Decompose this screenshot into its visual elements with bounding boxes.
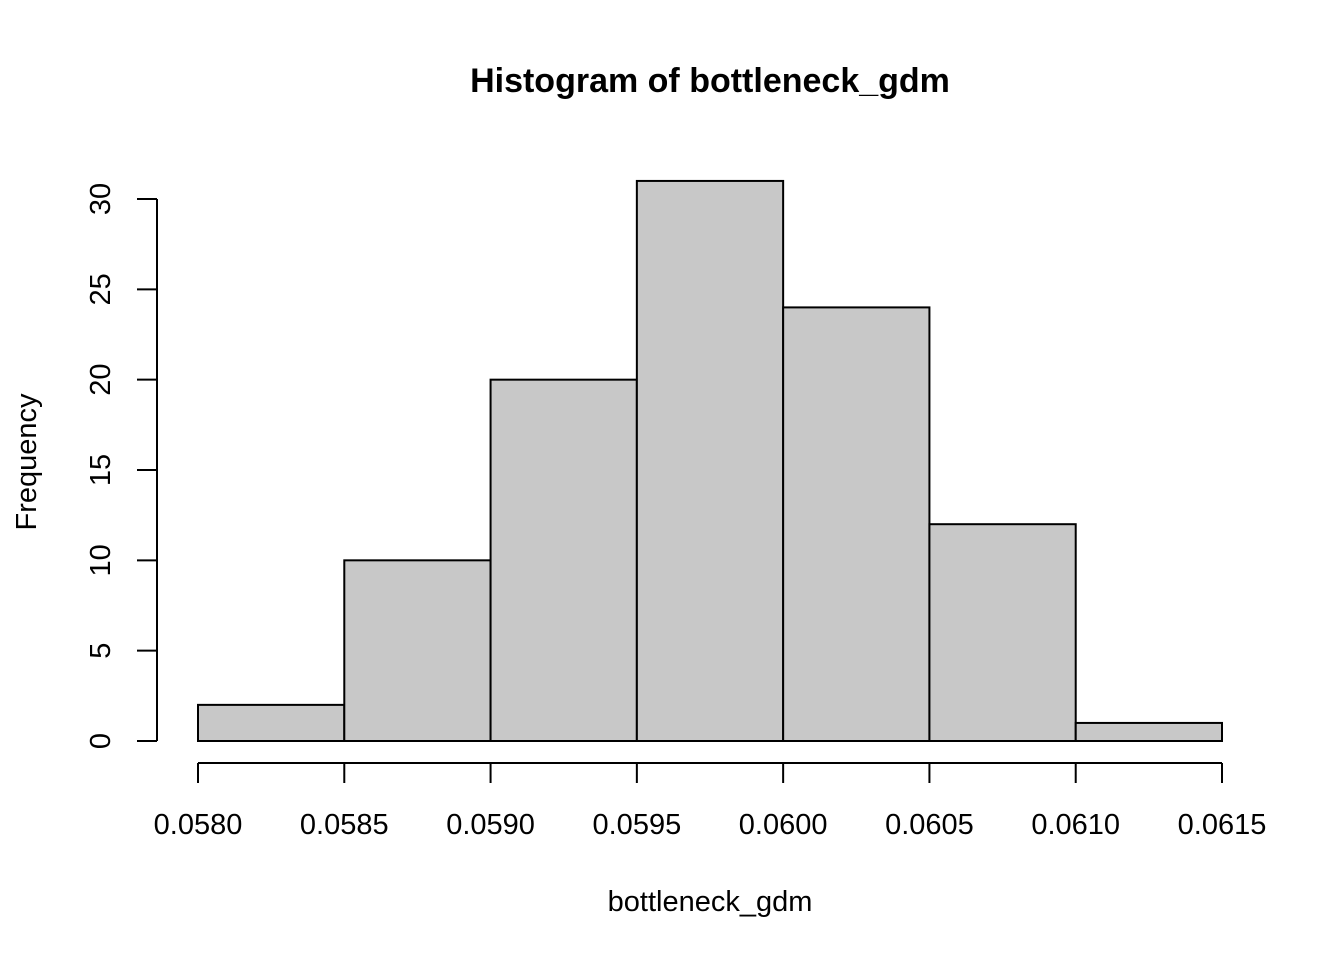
y-tick-label: 5: [85, 643, 117, 659]
histogram-bar-1: [197, 703, 346, 742]
y-tick-label: 0: [85, 733, 117, 749]
chart-title: Histogram of bottleneck_gdm: [470, 62, 950, 100]
x-axis-label: bottleneck_gdm: [608, 886, 813, 918]
x-tick-label: 0.0600: [739, 809, 828, 841]
y-tick-label: 20: [85, 364, 117, 396]
y-tick-label: 15: [85, 454, 117, 486]
histogram-bar-2: [343, 559, 492, 742]
histogram-bar-7: [1074, 721, 1223, 743]
x-tick-label: 0.0580: [154, 809, 243, 841]
x-tick-label: 0.0595: [593, 809, 682, 841]
x-tick-label: 0.0605: [885, 809, 974, 841]
x-tick-label: 0.0585: [300, 809, 389, 841]
x-tick-label: 0.0615: [1178, 809, 1267, 841]
x-tick-label: 0.0590: [446, 809, 535, 841]
x-tick-label: 0.0610: [1031, 809, 1120, 841]
y-axis-label: Frequency: [11, 393, 43, 531]
histogram-bar-4: [635, 179, 785, 742]
x-axis: 0.0580 0.0585 0.0590 0.0595 0.0600 0.0605 0.06…: [154, 762, 1267, 841]
histogram-bar-6: [928, 523, 1077, 743]
y-tick-label: 10: [85, 544, 117, 576]
y-axis: 0 5 10 15 20 25 30: [85, 183, 158, 749]
bars-group: [197, 179, 1223, 743]
histogram-bar-3: [489, 378, 638, 742]
y-tick-label: 30: [85, 183, 117, 215]
y-tick-label: 25: [85, 273, 117, 305]
histogram-bar-5: [782, 306, 931, 742]
